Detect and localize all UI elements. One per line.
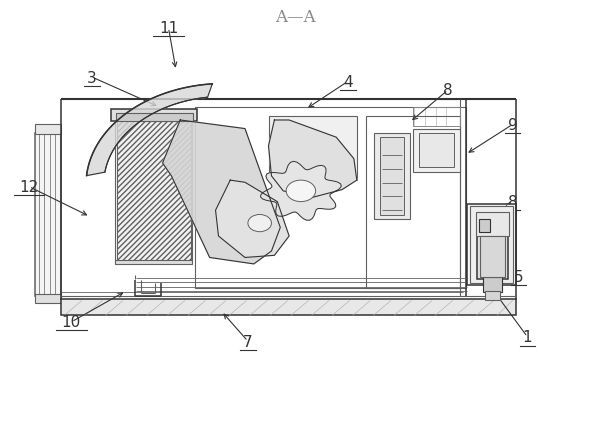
Bar (480, 237, 505, 277)
Bar (112, 110, 196, 122)
Bar (116, 121, 192, 262)
Bar (479, 219, 490, 232)
Circle shape (248, 215, 271, 232)
Bar (476, 213, 509, 236)
Text: 11: 11 (159, 21, 178, 36)
Text: 10: 10 (62, 315, 81, 330)
Bar (268, 117, 357, 181)
Bar (467, 204, 516, 286)
Text: 8: 8 (443, 83, 453, 98)
Text: 3: 3 (87, 71, 97, 85)
Bar (366, 117, 460, 288)
Circle shape (286, 181, 316, 202)
Polygon shape (215, 181, 289, 258)
Polygon shape (87, 85, 212, 176)
Bar (35, 134, 61, 296)
Bar (419, 134, 454, 168)
Bar (413, 108, 460, 127)
Bar (381, 138, 404, 215)
Bar (116, 114, 192, 122)
Bar (35, 125, 61, 135)
Bar (35, 294, 61, 303)
Text: 1: 1 (523, 330, 532, 344)
Polygon shape (268, 121, 357, 198)
Bar (195, 108, 466, 288)
Bar (483, 277, 502, 292)
Bar (61, 299, 516, 316)
Text: A—A: A—A (275, 9, 315, 25)
Bar (485, 291, 500, 301)
Bar (470, 206, 513, 283)
Text: 7: 7 (243, 334, 253, 349)
Polygon shape (163, 121, 280, 264)
Bar (375, 134, 410, 219)
Text: 9: 9 (508, 117, 517, 132)
Bar (477, 234, 508, 280)
Text: 5: 5 (514, 270, 523, 285)
Polygon shape (261, 162, 341, 221)
Text: 4: 4 (343, 75, 353, 89)
Bar (116, 260, 192, 264)
Text: 12: 12 (19, 180, 38, 195)
Text: 8: 8 (508, 195, 517, 209)
Bar (117, 122, 191, 261)
Bar (413, 129, 460, 172)
